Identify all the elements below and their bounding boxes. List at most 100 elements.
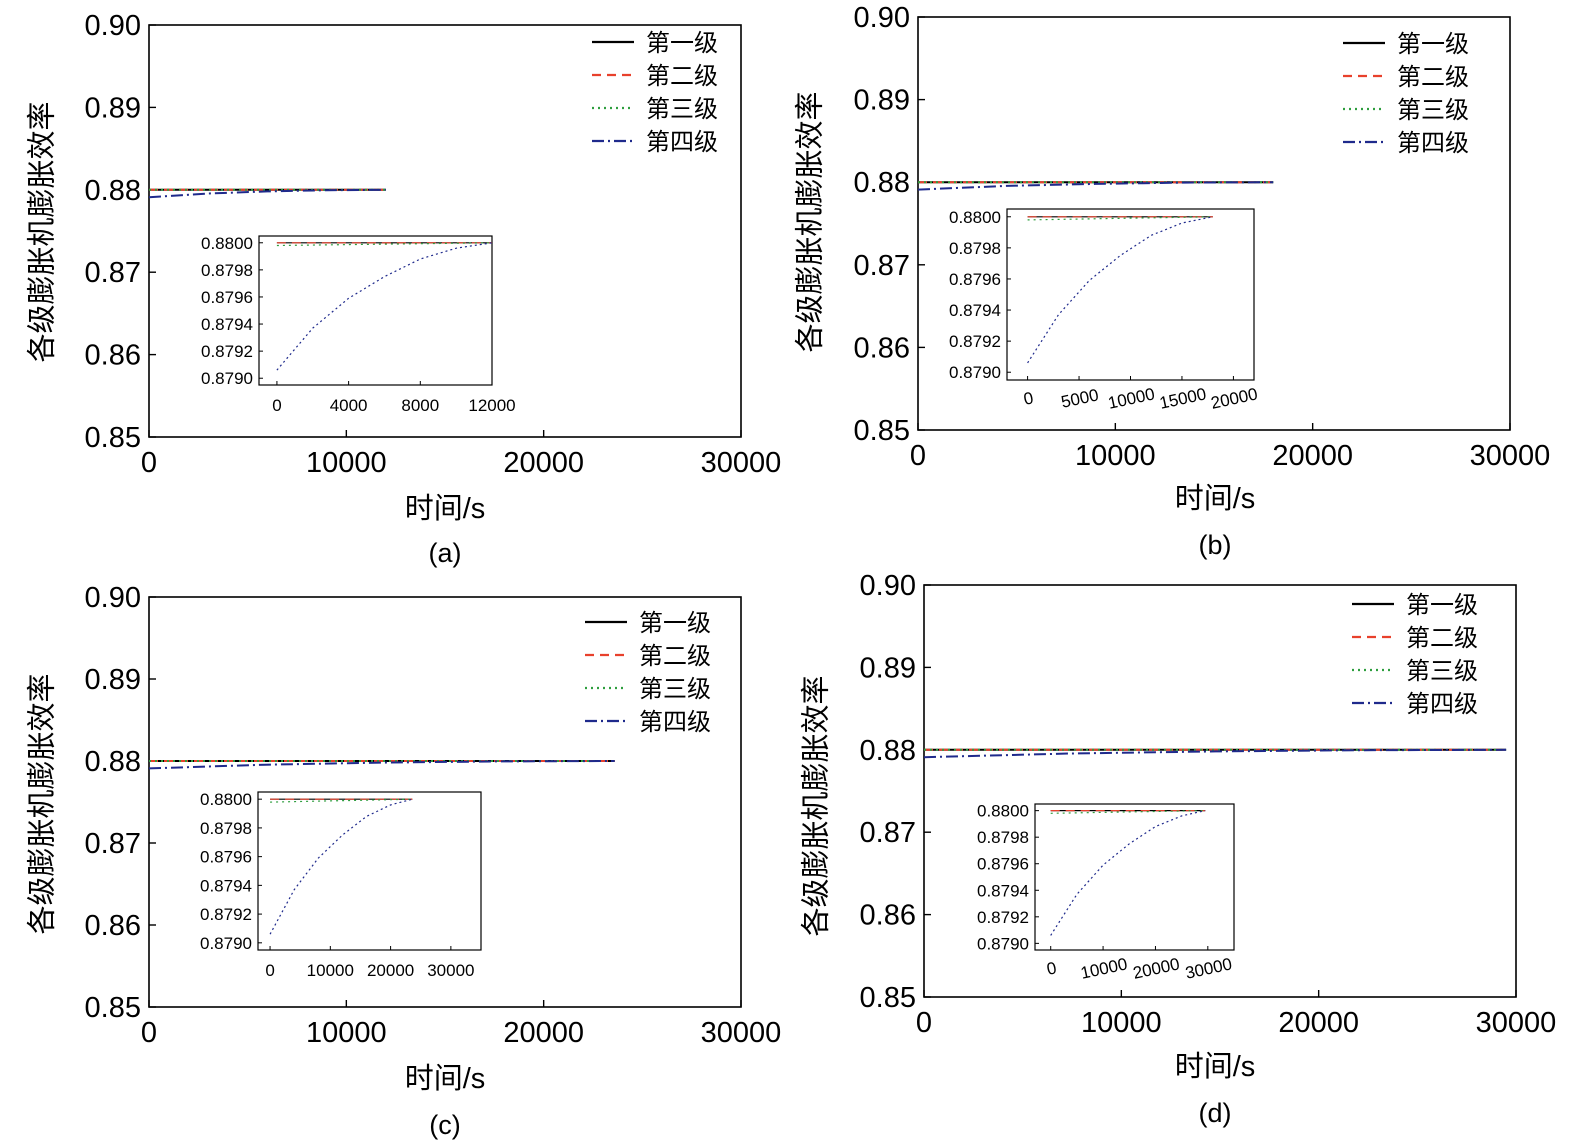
inset-x-tick-label: 5000: [1059, 385, 1100, 411]
series-line-4: [923, 748, 1507, 759]
chart-panel-1: 0.85 0.86 0.87 0.88 0.89 0.90 0 10000 20000 30000…: [794, 2, 1551, 560]
x-tick-label: 30000: [1476, 1007, 1557, 1039]
y-tick-label: 0.85: [854, 415, 910, 447]
series-line-4: [148, 760, 615, 770]
x-tick-label: 0: [916, 1007, 932, 1039]
inset-x-tick-label: 8000: [401, 396, 439, 415]
y-axis-label: 各级膨胀机膨胀效率: [26, 101, 59, 362]
inset-x-tick-label: 20000: [1131, 954, 1181, 982]
inset-y-tick-label: 0.8794: [949, 301, 1001, 320]
y-tick-label: 0.86: [860, 900, 916, 932]
inset-x-tick-label: 12000: [468, 396, 515, 415]
x-tick-label: 0: [910, 440, 926, 472]
inset-y-tick-label: 0.8796: [977, 855, 1029, 874]
inset-y-tick-label: 0.8796: [201, 288, 253, 307]
inset-frame: [1034, 803, 1235, 951]
inset-y-tick-label: 0.8796: [200, 848, 252, 867]
y-tick-label: 0.90: [860, 570, 916, 602]
inset-y-tick-label: 0.8800: [977, 802, 1029, 821]
inset-frame: [1006, 208, 1255, 381]
inset-y-tick-label: 0.8800: [200, 790, 252, 809]
inset-y-tick-label: 0.8798: [977, 828, 1029, 847]
inset-y-tick-label: 0.8790: [201, 369, 253, 388]
inset-y-tick-label: 0.8794: [201, 315, 253, 334]
series-line-4: [917, 181, 1274, 191]
x-tick-label: 20000: [1278, 1007, 1359, 1039]
x-tick-label: 30000: [701, 447, 782, 479]
inset-x-tick-label: 30000: [427, 961, 474, 980]
x-tick-label: 10000: [1075, 440, 1156, 472]
y-tick-label: 0.86: [854, 332, 910, 364]
panel-caption: (c): [429, 1110, 460, 1140]
y-tick-label: 0.87: [854, 250, 910, 282]
inset-series-line-3: [1050, 810, 1206, 814]
y-tick-label: 0.87: [860, 817, 916, 849]
plot-frame: [148, 24, 742, 438]
inset-y-tick-label: 0.8790: [977, 934, 1029, 953]
panel-caption: (d): [1199, 1098, 1232, 1128]
inset-plot: 0.8790 0.8792 0.8794 0.8796 0.8798 0.8800 0 500…: [949, 208, 1259, 413]
legend-label-1: 第一级: [1406, 592, 1478, 619]
plot-frame: [917, 16, 1511, 431]
series-line-4: [148, 188, 386, 199]
inset-y-tick-label: 0.8798: [201, 261, 253, 280]
y-tick-label: 0.89: [85, 92, 141, 124]
inset-x-tick-label: 10000: [1106, 384, 1156, 412]
inset-x-tick-label: 0: [272, 396, 281, 415]
inset-y-tick-label: 0.8794: [200, 876, 252, 895]
x-axis-label: 时间/s: [1175, 1050, 1256, 1083]
chart-panel-2: 0.85 0.86 0.87 0.88 0.89 0.90 0 10000 20000 30000…: [26, 582, 782, 1140]
y-tick-label: 0.90: [854, 2, 910, 34]
plot-frame: [923, 584, 1517, 998]
y-tick-label: 0.89: [854, 85, 910, 117]
inset-x-tick-label: 20000: [367, 961, 414, 980]
x-tick-label: 30000: [701, 1017, 782, 1049]
plot-frame: [148, 596, 742, 1008]
panel-caption: (a): [429, 538, 462, 568]
legend-label-2: 第二级: [1406, 625, 1478, 652]
inset-y-tick-label: 0.8800: [949, 208, 1001, 227]
inset-y-tick-label: 0.8792: [201, 342, 253, 361]
legend-label-3: 第三级: [639, 676, 711, 703]
inset-x-tick-label: 15000: [1158, 384, 1208, 412]
x-tick-label: 20000: [1272, 440, 1353, 472]
legend-label-3: 第三级: [646, 96, 718, 123]
legend-label-2: 第二级: [639, 643, 711, 670]
inset-y-tick-label: 0.8800: [201, 234, 253, 253]
inset-y-tick-label: 0.8798: [949, 239, 1001, 258]
legend-label-2: 第二级: [1397, 64, 1469, 91]
inset-plot: 0.8790 0.8792 0.8794 0.8796 0.8798 0.8800 0 400…: [201, 234, 516, 415]
y-tick-label: 0.85: [85, 422, 141, 454]
legend-label-2: 第二级: [646, 63, 718, 90]
legend-label-1: 第一级: [646, 30, 718, 57]
inset-x-tick-label: 20000: [1209, 384, 1259, 412]
inset-series-line-4: [269, 798, 413, 935]
legend-label-4: 第四级: [646, 129, 718, 156]
legend-label-1: 第一级: [639, 610, 711, 637]
y-axis-label: 各级膨胀机膨胀效率: [794, 91, 827, 352]
legend-label-4: 第四级: [639, 709, 711, 736]
y-tick-label: 0.89: [85, 664, 141, 696]
x-tick-label: 10000: [1081, 1007, 1162, 1039]
y-tick-label: 0.85: [85, 992, 141, 1024]
y-tick-label: 0.86: [85, 340, 141, 372]
y-axis-label: 各级膨胀机膨胀效率: [26, 673, 59, 934]
y-tick-label: 0.88: [85, 175, 141, 207]
y-tick-label: 0.88: [854, 167, 910, 199]
x-tick-label: 10000: [306, 447, 387, 479]
inset-plot: 0.8790 0.8792 0.8794 0.8796 0.8798 0.8800 0 100…: [977, 802, 1235, 983]
inset-y-tick-label: 0.8790: [200, 934, 252, 953]
panel-caption: (b): [1199, 530, 1232, 560]
y-tick-label: 0.86: [85, 910, 141, 942]
inset-x-tick-label: 0: [265, 961, 274, 980]
y-tick-label: 0.85: [860, 982, 916, 1014]
y-tick-label: 0.90: [85, 10, 141, 42]
inset-x-tick-label: 4000: [330, 396, 368, 415]
x-tick-label: 20000: [503, 447, 584, 479]
inset-x-tick-label: 0: [1045, 958, 1058, 979]
inset-frame: [258, 235, 493, 386]
legend-label-1: 第一级: [1397, 31, 1469, 58]
legend-label-3: 第三级: [1397, 97, 1469, 124]
chart-panel-3: 0.850.860.870.880.890.900 10000 20000 30000…: [800, 570, 1557, 1128]
